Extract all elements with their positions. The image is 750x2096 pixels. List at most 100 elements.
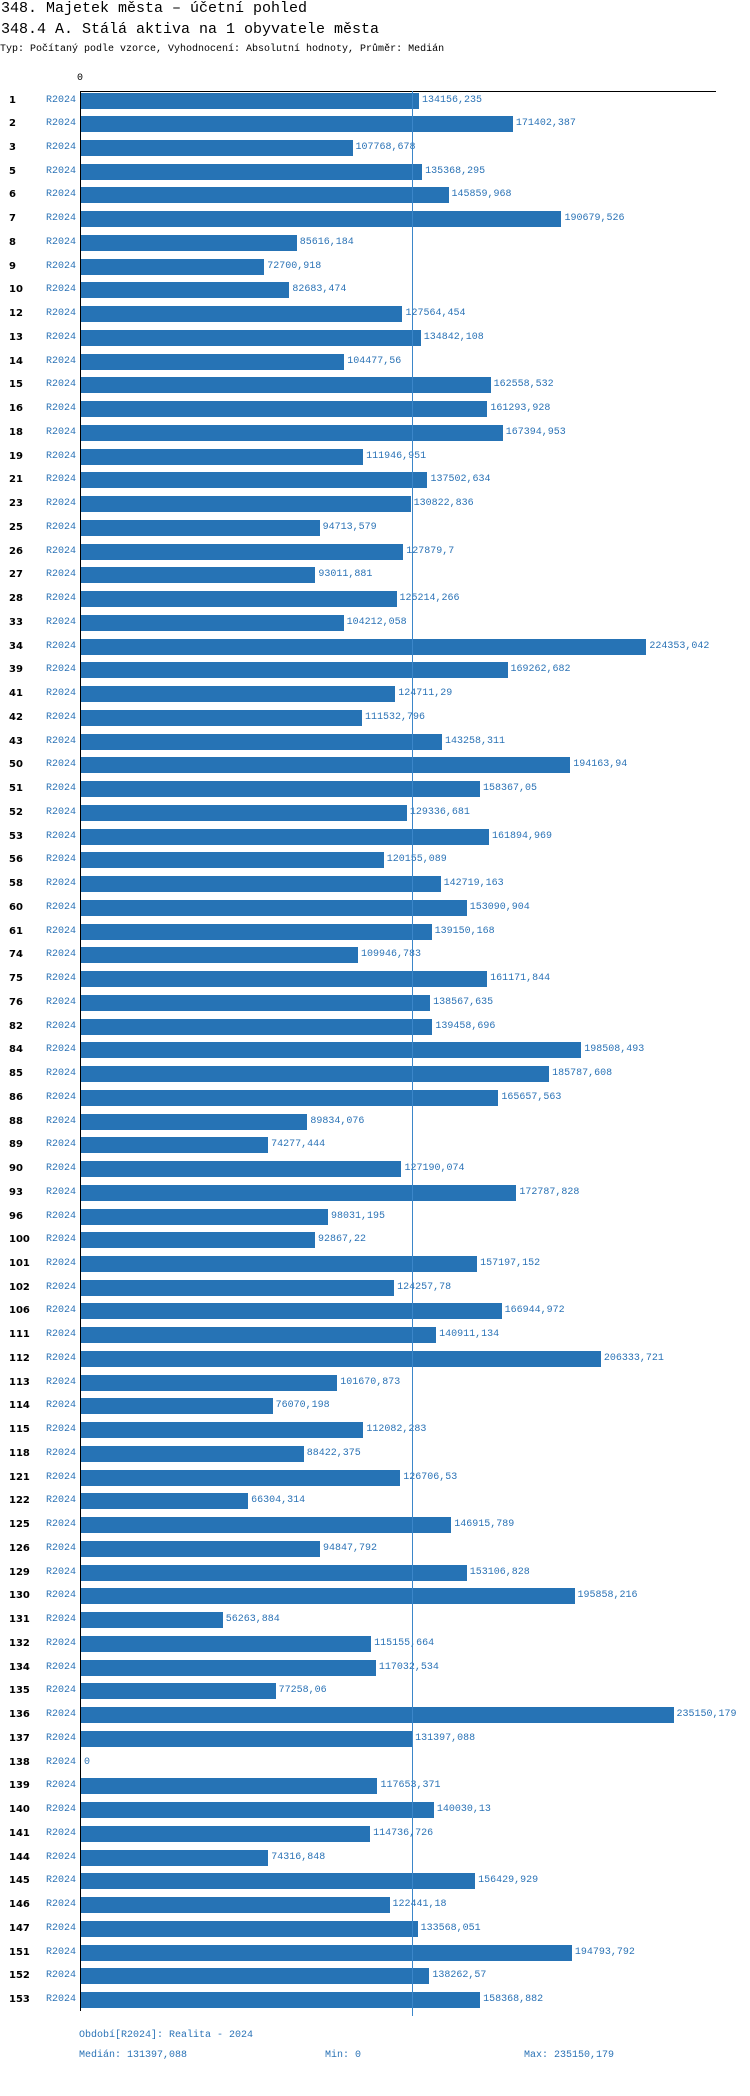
bar-value-label: 74316,848 [271, 1851, 326, 1863]
chart-row: 13 R2024 134842,108 [0, 329, 750, 346]
bar-value-label: 158368,882 [483, 1994, 544, 2006]
chart-row: 90 R2024 127190,074 [0, 1161, 750, 1178]
row-id-label: 43 [9, 735, 23, 747]
chart-row: 139 R2024 117653,371 [0, 1778, 750, 1795]
bar [81, 567, 316, 584]
bar [81, 1161, 402, 1178]
row-period-label: R2024 [46, 973, 77, 985]
bar-value-label: 138262,57 [432, 1970, 487, 1982]
row-period-label: R2024 [46, 854, 77, 866]
bar-value-label: 94847,792 [323, 1542, 378, 1554]
bar-value-label: 82683,474 [292, 284, 347, 296]
row-period-label: R2024 [46, 1970, 77, 1982]
row-id-label: 9 [9, 260, 16, 272]
row-id-label: 42 [9, 711, 23, 723]
chart-row: 111 R2024 140911,134 [0, 1327, 750, 1344]
bar [81, 1137, 269, 1154]
bar [81, 1944, 572, 1961]
x-axis-line [80, 91, 716, 92]
chart-row: 100 R2024 92867,22 [0, 1232, 750, 1249]
bar-value-label: 109946,783 [361, 949, 422, 961]
bar-value-label: 85616,184 [299, 236, 354, 248]
chart-row: 42 R2024 111532,796 [0, 709, 750, 726]
row-period-label: R2024 [46, 1851, 77, 1863]
bar-value-label: 89834,076 [310, 1115, 365, 1127]
bar [81, 923, 432, 940]
row-id-label: 90 [9, 1163, 23, 1175]
chart-row: 27 R2024 93011,881 [0, 567, 750, 584]
bar [81, 1825, 371, 1842]
chart-row: 21 R2024 137502,634 [0, 472, 750, 489]
bar-value-label: 166944,972 [504, 1305, 565, 1317]
bar-value-label: 111946,951 [366, 450, 427, 462]
row-period-label: R2024 [46, 1519, 77, 1531]
row-id-label: 93 [9, 1186, 23, 1198]
row-id-label: 126 [9, 1542, 30, 1554]
row-period-label: R2024 [46, 1352, 77, 1364]
bar-value-label: 169262,682 [510, 664, 571, 676]
bar [81, 994, 431, 1011]
chart-row: 146 R2024 122441,18 [0, 1897, 750, 1914]
chart-row: 89 R2024 74277,444 [0, 1137, 750, 1154]
row-id-label: 122 [9, 1495, 30, 1507]
row-id-label: 114 [9, 1400, 30, 1412]
chart-row: 43 R2024 143258,311 [0, 733, 750, 750]
chart-row: 18 R2024 167394,953 [0, 424, 750, 441]
bar [81, 116, 513, 133]
bar [81, 1445, 304, 1462]
bar [81, 1683, 276, 1700]
bar-value-label: 122441,18 [392, 1899, 447, 1911]
row-id-label: 25 [9, 521, 23, 533]
row-period-label: R2024 [46, 640, 77, 652]
chart-row: 86 R2024 165657,563 [0, 1089, 750, 1106]
bar [81, 1493, 249, 1510]
row-period-label: R2024 [46, 1709, 77, 1721]
bar-value-label: 88422,375 [306, 1447, 361, 1459]
row-period-label: R2024 [46, 1495, 77, 1507]
bar-value-label: 115155,664 [374, 1637, 435, 1649]
bar [81, 258, 265, 275]
row-period-label: R2024 [46, 735, 77, 747]
bar-value-label: 127564,454 [405, 308, 466, 320]
row-period-label: R2024 [46, 1827, 77, 1839]
bar-value-label: 120155,089 [386, 854, 447, 866]
chart-row: 122 R2024 66304,314 [0, 1493, 750, 1510]
chart-row: 135 R2024 77258,06 [0, 1683, 750, 1700]
chart-row: 141 R2024 114736,726 [0, 1825, 750, 1842]
chart-row: 12 R2024 127564,454 [0, 306, 750, 323]
bar-value-label: 125214,266 [399, 593, 460, 605]
report-title: 348. Majetek města – účetní pohled [1, 0, 308, 17]
bar [81, 1802, 434, 1819]
chart-row: 15 R2024 162558,532 [0, 377, 750, 394]
bar-value-label: 130822,836 [413, 498, 474, 510]
row-period-label: R2024 [46, 1732, 77, 1744]
bar [81, 1612, 223, 1629]
chart-row: 60 R2024 153090,904 [0, 899, 750, 916]
bar-value-label: 161293,928 [490, 403, 551, 415]
bar [81, 1540, 320, 1557]
bar-value-label: 145859,968 [451, 189, 512, 201]
row-id-label: 138 [9, 1756, 30, 1768]
chart-row: 112 R2024 206333,721 [0, 1350, 750, 1367]
row-period-label: R2024 [46, 355, 77, 367]
row-period-label: R2024 [46, 1922, 77, 1934]
chart-row: 134 R2024 117032,534 [0, 1659, 750, 1676]
row-period-label: R2024 [46, 1115, 77, 1127]
row-period-label: R2024 [46, 1091, 77, 1103]
bar-value-label: 133568,051 [420, 1922, 481, 1934]
row-id-label: 1 [9, 94, 16, 106]
bar-value-label: 74277,444 [271, 1139, 326, 1151]
bar-value-label: 138567,635 [433, 996, 494, 1008]
row-id-label: 144 [9, 1851, 30, 1863]
y-axis-line [80, 91, 81, 2011]
row-period-label: R2024 [46, 1020, 77, 1032]
row-id-label: 60 [9, 901, 23, 913]
row-id-label: 10 [9, 284, 23, 296]
row-period-label: R2024 [46, 1614, 77, 1626]
footer-period: Období[R2024]: Realita - 2024 [79, 2030, 254, 2041]
bar [81, 543, 404, 560]
footer-max: Max: 235150,179 [524, 2050, 615, 2061]
row-id-label: 121 [9, 1471, 30, 1483]
bar [81, 1730, 413, 1747]
row-id-label: 134 [9, 1661, 30, 1673]
